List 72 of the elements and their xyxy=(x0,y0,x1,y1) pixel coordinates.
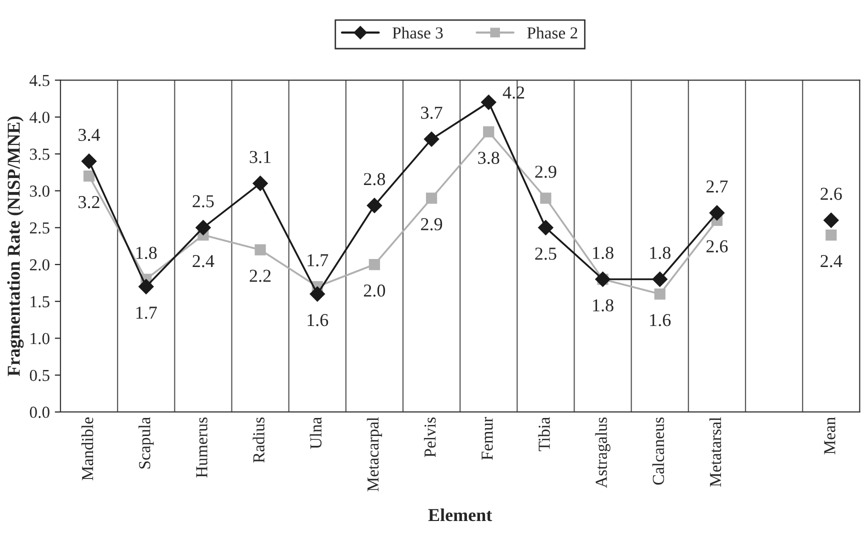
x-tick-label: Femur xyxy=(482,416,493,460)
y-tick-label: 0.5 xyxy=(30,370,50,382)
x-tick-label: Tibia xyxy=(538,417,550,452)
data-label: 1.6 xyxy=(650,314,671,326)
x-tick-label: Mean xyxy=(824,417,836,454)
data-label: 3.1 xyxy=(250,150,270,164)
data-label: 3.7 xyxy=(421,106,442,119)
point xyxy=(709,205,725,220)
data-label: 2.6 xyxy=(706,240,728,253)
y-tick-label: 0.0 xyxy=(30,406,50,418)
point xyxy=(538,220,554,236)
y-tick-label: 1.0 xyxy=(30,332,50,344)
x-tick-label: Astragalus xyxy=(595,417,610,488)
data-label: 2.9 xyxy=(535,166,556,178)
data-label: 2.9 xyxy=(421,218,442,230)
point xyxy=(81,154,97,169)
point xyxy=(83,170,95,182)
data-label: 2.0 xyxy=(364,284,386,297)
x-tick-label: Scapula xyxy=(138,417,154,468)
point xyxy=(368,258,380,270)
data-label: 2.6 xyxy=(820,188,842,200)
point xyxy=(252,176,268,191)
x-tick-label: Ulna xyxy=(310,417,322,449)
point xyxy=(483,126,494,138)
x-tick-label: Humerus xyxy=(196,417,208,478)
x-axis-title: Element xyxy=(428,508,492,522)
point xyxy=(481,94,496,110)
point xyxy=(654,288,666,300)
data-label: 3.4 xyxy=(78,128,100,142)
data-label: 2.7 xyxy=(706,180,728,193)
data-label: 1.8 xyxy=(593,246,614,260)
x-tick-label: Metatarsal xyxy=(709,417,722,487)
point xyxy=(196,220,211,236)
data-label: 3.8 xyxy=(478,152,500,164)
data-label: 1.8 xyxy=(650,246,670,260)
data-label: 1.8 xyxy=(593,299,614,312)
x-tick-label: Calcaneus xyxy=(652,417,664,485)
x-tick-label: Metacarpal xyxy=(366,417,382,492)
point xyxy=(254,244,266,256)
data-label: 2.2 xyxy=(250,270,271,282)
x-tick-label: Radius xyxy=(252,417,264,463)
y-tick-label: 2.5 xyxy=(30,222,50,234)
point xyxy=(426,192,438,204)
data-label: 2.4 xyxy=(820,255,842,268)
point xyxy=(824,212,839,228)
legend-label: Phase 3 xyxy=(392,26,443,39)
data-label: 1.8 xyxy=(136,246,157,260)
point xyxy=(138,279,154,294)
data-label: 3.2 xyxy=(78,196,100,208)
y-tick-label: 4.5 xyxy=(30,74,50,86)
point xyxy=(826,229,837,241)
y-axis-title: Fragmentation Rate (NISP/MNE) xyxy=(7,116,24,376)
point xyxy=(424,132,440,147)
x-tick-label: Pelvis xyxy=(424,417,436,458)
point xyxy=(540,192,552,204)
x-tick-label: Mandible xyxy=(81,417,94,480)
data-label: 1.6 xyxy=(308,314,328,326)
data-label: 2.5 xyxy=(192,195,214,208)
point xyxy=(366,198,382,214)
data-label: 2.4 xyxy=(192,255,214,268)
data-label: 1.7 xyxy=(308,254,328,266)
y-tick-label: 1.5 xyxy=(30,296,50,308)
y-tick-label: 3.0 xyxy=(30,185,50,197)
point xyxy=(310,286,325,302)
data-label: 1.7 xyxy=(136,306,157,319)
data-label: 2.5 xyxy=(535,248,556,260)
data-label: 2.8 xyxy=(364,173,386,186)
y-tick-label: 4.0 xyxy=(30,112,50,124)
y-tick-label: 2.0 xyxy=(30,259,50,271)
legend-label: Phase 2 xyxy=(527,26,578,39)
y-tick-label: 3.5 xyxy=(30,148,50,160)
point xyxy=(652,272,668,287)
